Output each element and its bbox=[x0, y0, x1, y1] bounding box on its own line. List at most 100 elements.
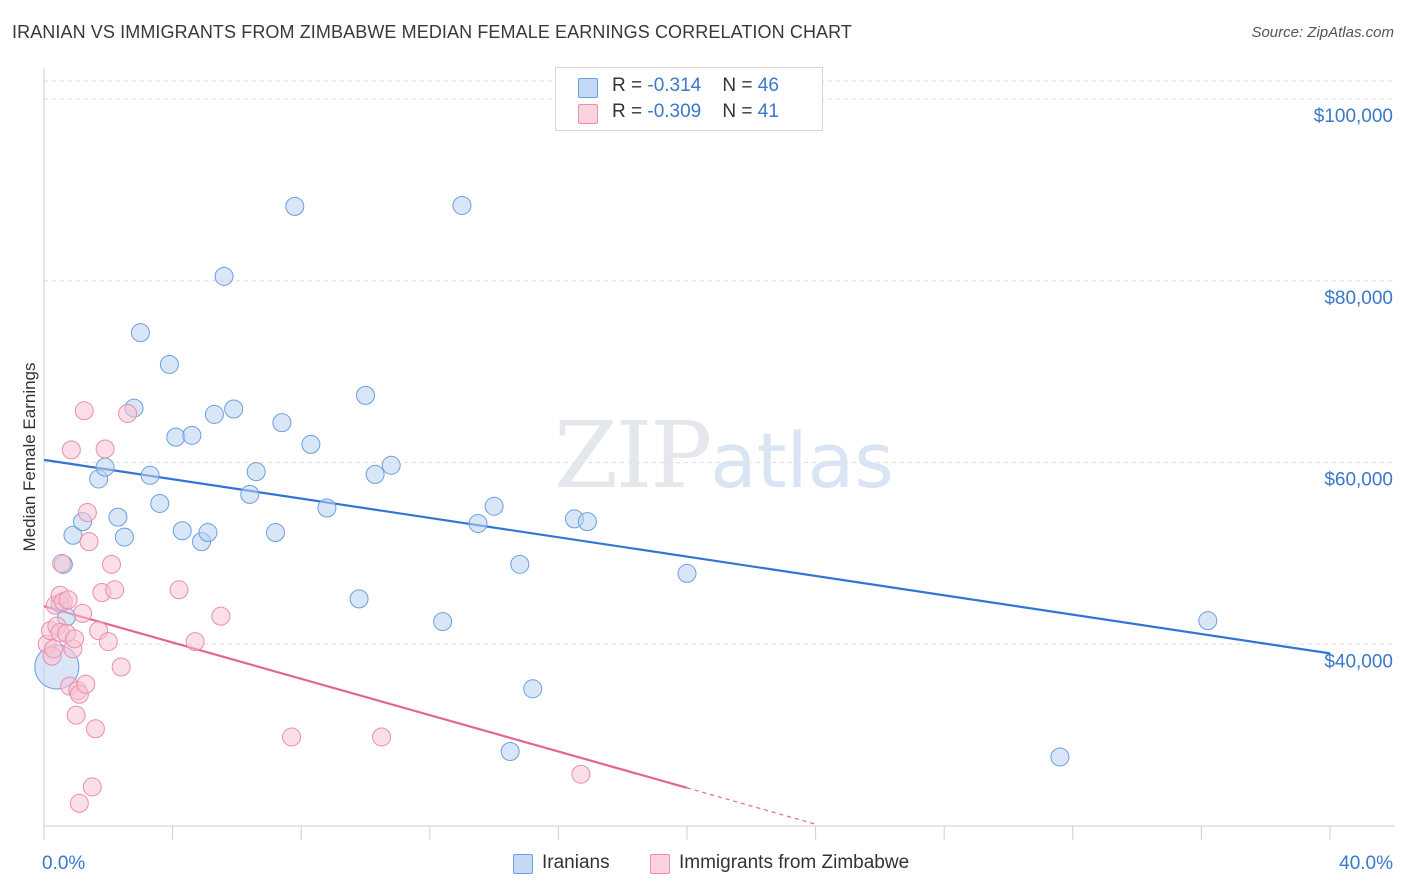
data-point bbox=[185, 632, 205, 652]
watermark: ZIPatlas bbox=[554, 402, 894, 509]
data-point bbox=[577, 512, 597, 532]
data-point bbox=[95, 439, 115, 459]
data-point bbox=[356, 385, 375, 405]
data-point bbox=[63, 525, 83, 545]
data-point bbox=[182, 425, 202, 445]
data-point bbox=[102, 554, 122, 574]
correlation-legend: R = -0.314 N = 46 R = -0.309 N = 41 bbox=[555, 67, 823, 131]
axis-labels: $40,000 $60,000 $80,000 $100,000 0.0% 40.0% Me… bbox=[20, 106, 1393, 874]
legend-n-value: 41 bbox=[757, 101, 779, 122]
y-tick-label: $60,000 bbox=[1324, 470, 1393, 491]
series-label-iranians: Iranians bbox=[542, 852, 610, 873]
data-point bbox=[52, 553, 72, 573]
series-legend: Iranians Immigrants from Zimbabwe bbox=[0, 851, 1406, 879]
legend-r-label: R = bbox=[612, 101, 648, 122]
data-point bbox=[272, 413, 292, 433]
y-tick-label: $100,000 bbox=[1314, 106, 1393, 127]
data-point bbox=[82, 777, 102, 797]
legend-r-value: -0.314 bbox=[647, 75, 702, 96]
data-point bbox=[224, 399, 244, 419]
data-point bbox=[61, 440, 81, 460]
data-point bbox=[365, 464, 385, 484]
axes bbox=[43, 68, 1395, 840]
data-point bbox=[98, 632, 118, 652]
data-point bbox=[73, 603, 93, 623]
chart-title: IRANIAN VS IMMIGRANTS FROM ZIMBABWE MEDI… bbox=[12, 22, 853, 42]
data-point bbox=[77, 503, 97, 523]
x-tick-label: 40.0% bbox=[1339, 853, 1393, 874]
data-point bbox=[523, 679, 543, 699]
data-point bbox=[58, 590, 78, 610]
data-point bbox=[76, 674, 96, 694]
data-point bbox=[166, 427, 186, 447]
data-point bbox=[95, 457, 115, 477]
x-tick-label: 0.0% bbox=[42, 853, 85, 874]
series-points-1 bbox=[37, 401, 591, 813]
data-point bbox=[452, 195, 472, 215]
legend-row-iranians: R = -0.314 N = 46 bbox=[578, 75, 779, 101]
grid-lines bbox=[44, 80, 1395, 645]
data-point bbox=[105, 580, 125, 600]
data-point bbox=[433, 612, 453, 632]
trend-line-0 bbox=[43, 458, 1331, 655]
data-point bbox=[285, 196, 305, 216]
data-point bbox=[372, 727, 392, 747]
y-axis-label: Median Female Earnings bbox=[20, 363, 39, 552]
data-point bbox=[381, 455, 401, 475]
legend-r-value: -0.309 bbox=[647, 101, 702, 122]
data-point bbox=[282, 727, 302, 747]
data-point bbox=[198, 523, 218, 543]
data-point bbox=[118, 404, 138, 424]
watermark-atlas: atlas bbox=[710, 416, 894, 505]
legend-swatch-iranians bbox=[578, 78, 598, 98]
data-point bbox=[44, 639, 64, 659]
data-point bbox=[677, 563, 697, 583]
data-point bbox=[349, 589, 369, 609]
data-point bbox=[114, 527, 134, 547]
series-label-zimbabwe: Immigrants from Zimbabwe bbox=[679, 852, 910, 873]
series-swatch-iranians bbox=[513, 854, 533, 874]
data-point bbox=[510, 554, 530, 574]
series-points-0 bbox=[34, 195, 1218, 767]
watermark-zip: ZIP bbox=[554, 402, 712, 509]
legend-r-label: R = bbox=[612, 75, 648, 96]
data-point bbox=[301, 434, 321, 454]
data-point bbox=[240, 484, 260, 504]
data-point bbox=[214, 266, 234, 286]
data-point bbox=[571, 764, 591, 784]
data-point bbox=[1050, 747, 1070, 767]
data-point bbox=[265, 523, 285, 543]
data-point bbox=[204, 404, 224, 424]
data-point bbox=[140, 465, 160, 485]
trend-line-extension-1 bbox=[686, 787, 816, 825]
data-point bbox=[111, 657, 131, 677]
data-point bbox=[484, 496, 504, 516]
data-point bbox=[159, 354, 179, 374]
trend-lines bbox=[43, 458, 1331, 825]
data-point bbox=[1198, 611, 1218, 631]
series-swatch-zimbabwe bbox=[650, 854, 670, 874]
legend-row-zimbabwe: R = -0.309 N = 41 bbox=[578, 101, 779, 127]
data-point bbox=[69, 793, 89, 813]
data-point bbox=[172, 521, 192, 541]
legend-n-value: 46 bbox=[757, 75, 779, 96]
data-point bbox=[66, 705, 86, 725]
data-point bbox=[65, 629, 85, 649]
data-point bbox=[468, 513, 488, 533]
y-tick-label: $80,000 bbox=[1324, 288, 1393, 309]
data-point bbox=[500, 742, 520, 761]
trend-line-1 bbox=[43, 605, 688, 789]
data-point bbox=[130, 323, 150, 343]
y-tick-label: $40,000 bbox=[1324, 651, 1393, 672]
legend-n-label: N = bbox=[722, 101, 758, 122]
source-label: Source: ZipAtlas.com bbox=[1251, 24, 1394, 41]
legend-swatch-zimbabwe bbox=[578, 104, 598, 124]
data-point bbox=[317, 498, 337, 518]
data-point bbox=[74, 401, 94, 421]
data-point bbox=[169, 580, 189, 600]
legend-n-label: N = bbox=[722, 75, 758, 96]
data-point bbox=[85, 719, 105, 739]
data-point bbox=[150, 493, 170, 513]
data-point bbox=[211, 606, 231, 626]
